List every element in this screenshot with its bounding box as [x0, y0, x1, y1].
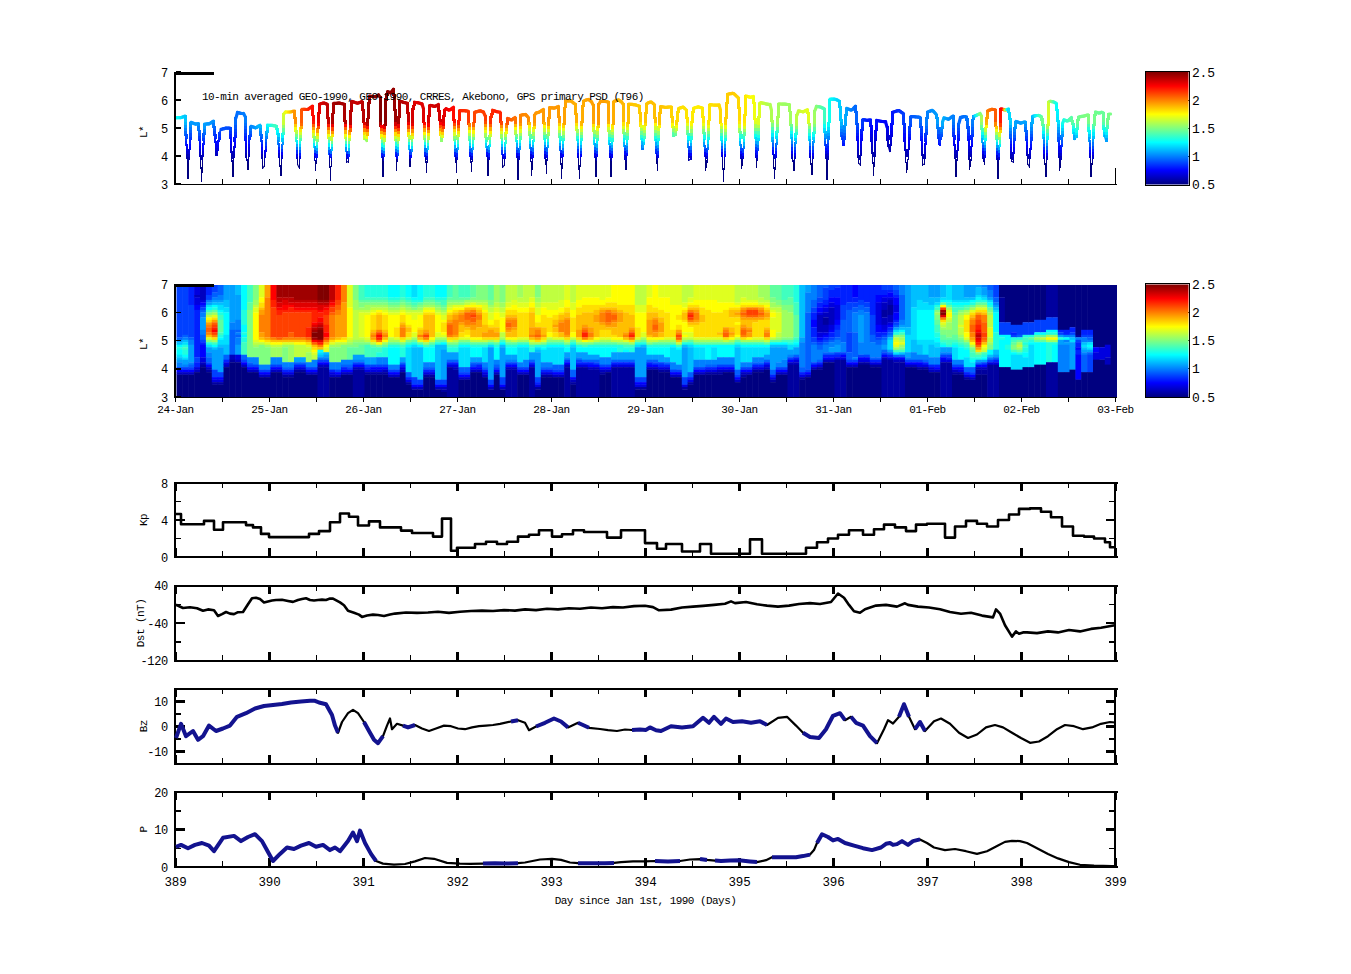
svg-text:391: 391 [353, 876, 375, 890]
svg-text:Dst (nT): Dst (nT) [135, 599, 147, 647]
svg-text:31-Jan: 31-Jan [815, 404, 851, 416]
svg-text:29-Jan: 29-Jan [627, 404, 663, 416]
svg-text:2: 2 [1192, 94, 1200, 109]
svg-text:398: 398 [1011, 876, 1033, 890]
svg-text:4: 4 [161, 515, 168, 529]
svg-text:0.5: 0.5 [1192, 391, 1215, 406]
svg-text:390: 390 [259, 876, 281, 890]
svg-text:40: 40 [154, 580, 168, 594]
svg-text:Kp: Kp [138, 514, 150, 526]
svg-text:5: 5 [161, 335, 168, 349]
svg-text:1: 1 [1192, 150, 1200, 165]
svg-text:2: 2 [1192, 306, 1200, 321]
svg-text:2.5: 2.5 [1192, 66, 1215, 81]
svg-text:L*: L* [138, 338, 150, 350]
svg-text:1: 1 [1192, 362, 1200, 377]
svg-text:01-Feb: 01-Feb [909, 404, 945, 416]
svg-text:1.5: 1.5 [1192, 122, 1215, 137]
svg-text:28-Jan: 28-Jan [533, 404, 569, 416]
svg-text:5: 5 [161, 123, 168, 137]
svg-text:6: 6 [161, 95, 168, 109]
svg-text:0: 0 [161, 862, 168, 876]
svg-text:389: 389 [165, 876, 187, 890]
svg-text:0.5: 0.5 [1192, 178, 1215, 193]
svg-text:3: 3 [161, 179, 168, 193]
svg-text:26-Jan: 26-Jan [345, 404, 381, 416]
svg-text:L*: L* [138, 126, 150, 138]
svg-text:4: 4 [161, 151, 168, 165]
svg-text:394: 394 [635, 876, 657, 890]
svg-text:8: 8 [161, 478, 168, 492]
svg-text:-10: -10 [147, 746, 168, 760]
svg-text:4: 4 [161, 363, 168, 377]
svg-text:-120: -120 [140, 655, 168, 669]
svg-text:397: 397 [917, 876, 939, 890]
svg-text:P: P [138, 826, 150, 833]
svg-text:392: 392 [447, 876, 469, 890]
svg-text:396: 396 [823, 876, 845, 890]
svg-text:7: 7 [161, 279, 168, 293]
svg-text:27-Jan: 27-Jan [439, 404, 475, 416]
svg-text:393: 393 [541, 876, 563, 890]
svg-text:20: 20 [154, 787, 168, 801]
svg-text:03-Feb: 03-Feb [1097, 404, 1133, 416]
svg-text:10-min averaged GEO-1990, GEO-: 10-min averaged GEO-1990, GEO-1990, CRRE… [202, 91, 644, 103]
svg-text:399: 399 [1105, 876, 1127, 890]
svg-text:2.5: 2.5 [1192, 278, 1215, 293]
svg-text:1.5: 1.5 [1192, 334, 1215, 349]
svg-text:30-Jan: 30-Jan [721, 404, 757, 416]
svg-text:-40: -40 [147, 618, 168, 632]
svg-text:Day since Jan 1st, 1990 (Days): Day since Jan 1st, 1990 (Days) [555, 895, 737, 907]
svg-text:7: 7 [161, 67, 168, 81]
svg-text:0: 0 [161, 721, 168, 735]
svg-text:25-Jan: 25-Jan [251, 404, 287, 416]
svg-text:24-Jan: 24-Jan [157, 404, 193, 416]
svg-text:395: 395 [729, 876, 751, 890]
svg-text:6: 6 [161, 307, 168, 321]
svg-text:0: 0 [161, 552, 168, 566]
svg-text:10: 10 [154, 824, 168, 838]
svg-text:10: 10 [154, 696, 168, 710]
svg-text:Bz: Bz [138, 720, 150, 732]
svg-text:02-Feb: 02-Feb [1003, 404, 1039, 416]
